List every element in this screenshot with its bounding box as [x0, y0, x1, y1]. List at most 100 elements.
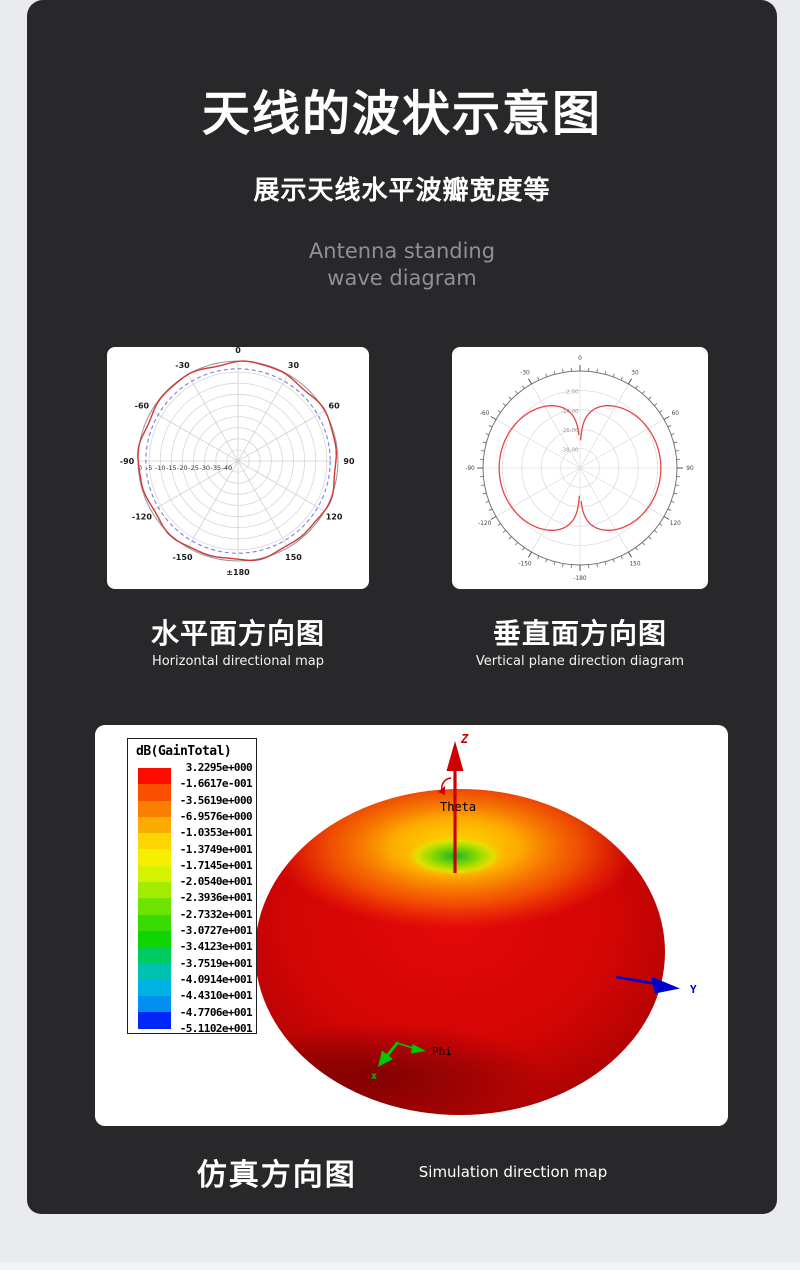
- legend-color-cell: [138, 865, 171, 883]
- simulation-3d-panel: Z Theta Y x: [95, 725, 728, 1126]
- legend-value: -5.1102e+001: [179, 1021, 253, 1035]
- svg-text:-15: -15: [166, 464, 177, 472]
- horizontal-caption-en: Horizontal directional map: [151, 654, 325, 669]
- svg-text:-90: -90: [465, 466, 475, 472]
- svg-text:120: 120: [326, 513, 343, 522]
- radiation-sphere: [255, 789, 665, 1115]
- svg-text:0: 0: [235, 346, 241, 355]
- page-subtitle: 展示天线水平波瓣宽度等: [253, 176, 551, 206]
- simulation-3d-chart: Z Theta Y x: [255, 732, 697, 1115]
- legend-value: -3.5619e+000: [179, 793, 253, 807]
- angle-tick-labels: 0 30 60 90 120 150 -180 -150 -120 -90 -60 -30: [465, 356, 694, 582]
- z-axis-label: Z: [460, 732, 469, 746]
- legend-color-cell: [138, 1012, 171, 1029]
- subtitle-english-line2: wave diagram: [327, 266, 477, 290]
- svg-text:±180: ±180: [226, 568, 250, 577]
- subtitle-english-line1: Antenna standing: [308, 239, 496, 263]
- svg-text:-20: -20: [177, 464, 188, 472]
- legend-value: -1.0353e+001: [179, 826, 253, 840]
- svg-text:60: 60: [672, 411, 680, 417]
- horizontal-caption-zh: 水平面方向图: [150, 617, 325, 650]
- legend-color-cell: [138, 833, 171, 850]
- legend-color-cell: [138, 849, 171, 866]
- legend-value: -1.7145e+001: [179, 858, 253, 872]
- page-title: 天线的波状示意图: [201, 86, 602, 142]
- svg-text:30: 30: [631, 371, 639, 377]
- svg-text:-30: -30: [175, 361, 190, 370]
- legend-color-cell: [138, 768, 171, 785]
- svg-text:-40: -40: [222, 464, 233, 472]
- legend-value: -2.0540e+001: [179, 875, 253, 889]
- svg-text:-120: -120: [478, 521, 491, 527]
- svg-text:-180: -180: [573, 576, 586, 582]
- vertical-pattern-panel: 0 30 60 90 120 150 -180 -150 -120 -90 -60 -30 -2.00 -…: [452, 347, 708, 589]
- svg-text:-60: -60: [135, 402, 150, 411]
- legend-value: -1.6617e-001: [179, 777, 253, 791]
- legend-value: -4.7706e+001: [179, 1005, 253, 1019]
- legend-color-cell: [138, 996, 171, 1013]
- legend-value: 3.2295e+000: [185, 761, 253, 774]
- svg-text:-2.00: -2.00: [564, 389, 579, 395]
- simulation-caption-zh: 仿真方向图: [196, 1158, 357, 1193]
- svg-text:-150: -150: [172, 553, 192, 562]
- polar-grid: [482, 370, 678, 566]
- legend-value: -2.7332e+001: [179, 907, 253, 921]
- svg-text:120: 120: [670, 521, 681, 527]
- svg-text:90: 90: [686, 466, 694, 472]
- x-axis-label: x: [371, 1071, 377, 1082]
- legend-color-cell: [138, 816, 171, 834]
- radial-tick-labels: 0 -5 -10 -15 -20 -25 -30 -35 -40: [138, 464, 232, 472]
- next-section-edge: [0, 1262, 800, 1270]
- svg-text:30: 30: [288, 361, 300, 370]
- legend-value: -4.0914e+001: [179, 972, 253, 986]
- simulation-caption-row: 仿真方向图 Simulation direction map: [27, 1150, 777, 1194]
- x-axis-arrow: [378, 1041, 400, 1067]
- legend-value: -4.4310e+001: [179, 989, 253, 1003]
- svg-text:-30: -30: [520, 371, 530, 377]
- page-subtitle-english: Antenna standing wave diagram: [27, 238, 777, 292]
- colorbar-cells: [138, 768, 171, 1029]
- content-card: 天线的波状示意图 展示天线水平波瓣宽度等 Antenna standing wa…: [27, 0, 777, 1214]
- svg-text:-120: -120: [132, 513, 152, 522]
- svg-text:150: 150: [629, 561, 640, 567]
- gain-lobe-left: [498, 405, 581, 531]
- gain-lobe-right: [579, 405, 662, 531]
- colorbar-title: dB(GainTotal): [136, 744, 232, 759]
- svg-text:150: 150: [285, 553, 302, 562]
- vertical-caption-zh: 垂直面方向图: [492, 617, 667, 650]
- legend-value: -3.4123e+001: [179, 940, 253, 954]
- legend-color-cell: [138, 979, 171, 997]
- legend-color-cell: [138, 963, 171, 980]
- y-axis-label: Y: [690, 983, 697, 996]
- svg-text:0: 0: [138, 464, 142, 472]
- svg-text:90: 90: [343, 457, 355, 466]
- legend-value: -3.0727e+001: [179, 924, 253, 937]
- reference-dashed-circle: [145, 368, 331, 554]
- colorbar-legend: dB(GainTotal) 3.2295e+000 -1.6617e-001 -3.…: [127, 738, 257, 1034]
- phi-axis-label: Phi: [432, 1045, 452, 1058]
- svg-text:-90: -90: [120, 457, 135, 466]
- legend-color-cell: [138, 914, 171, 931]
- degree-ticks: [477, 365, 683, 571]
- legend-color-cell: [138, 898, 171, 915]
- svg-text:-5: -5: [146, 464, 152, 472]
- svg-text:-35: -35: [210, 464, 221, 472]
- simulation-caption-en: Simulation direction map: [418, 1163, 608, 1181]
- legend-color-cell: [138, 800, 171, 817]
- svg-text:-10: -10: [155, 464, 166, 472]
- svg-text:-25: -25: [188, 464, 199, 472]
- legend-color-cell: [138, 882, 171, 899]
- legend-value: -6.9576e+000: [179, 809, 253, 823]
- svg-text:60: 60: [329, 402, 341, 411]
- legend-value: -3.7519e+001: [179, 956, 253, 970]
- svg-text:-26.00: -26.00: [561, 428, 579, 434]
- z-axis-arrow: [446, 741, 464, 873]
- theta-axis-label: Theta: [440, 800, 476, 814]
- svg-text:-38.00: -38.00: [561, 448, 579, 454]
- horizontal-pattern-chart: 0 30 60 90 120 150 ±180 -150 -120 -90 -60 -30 0 -5 -10…: [120, 346, 355, 577]
- vertical-pattern-chart: 0 30 60 90 120 150 -180 -150 -120 -90 -60 -30 -2.00 -…: [465, 356, 694, 582]
- phi-direction-arrow: [396, 1042, 426, 1054]
- measured-gain-curve: [137, 360, 338, 562]
